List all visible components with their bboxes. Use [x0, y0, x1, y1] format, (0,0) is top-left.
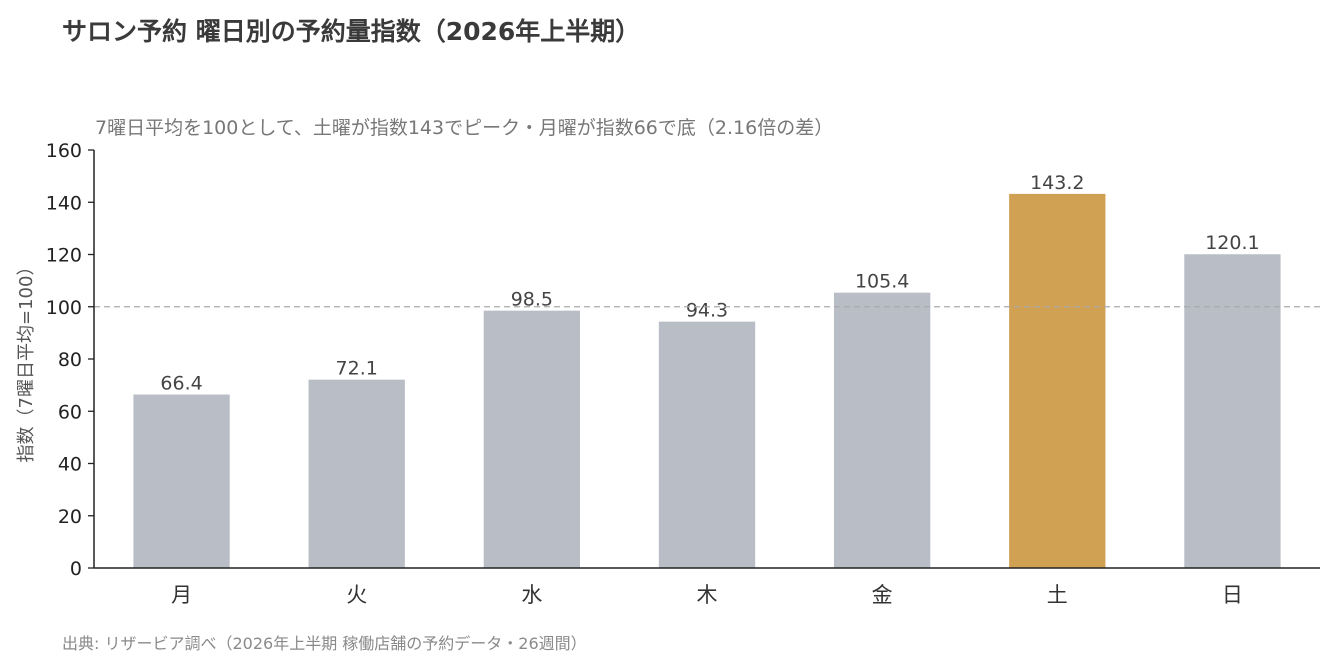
bar-2	[483, 310, 581, 568]
x-tick-label-2: 水	[521, 583, 542, 607]
bar-5	[1009, 193, 1106, 568]
x-tick-label-5: 土	[1047, 583, 1068, 607]
x-tick-label-3: 木	[697, 583, 718, 607]
y-tick-label-8: 160	[46, 140, 82, 162]
data-label-3: 94.3	[686, 300, 728, 322]
data-label-2: 98.5	[511, 289, 553, 311]
y-tick-label-6: 120	[46, 245, 82, 267]
x-tick-label-0: 月	[171, 583, 192, 607]
data-label-6: 120.1	[1205, 232, 1259, 254]
data-label-5: 143.2	[1030, 172, 1084, 194]
y-axis-label: 指数（7曜日平均=100）	[16, 258, 37, 463]
y-tick-label-3: 60	[58, 401, 82, 423]
y-tick-label-0: 0	[70, 558, 82, 580]
x-tick-label-1: 火	[346, 583, 367, 607]
data-label-4: 105.4	[855, 271, 909, 293]
y-tick-label-7: 140	[46, 192, 82, 214]
bar-0	[133, 394, 230, 568]
x-tick-label-6: 日	[1222, 583, 1243, 607]
data-label-0: 66.4	[160, 373, 202, 395]
x-tick-label-4: 金	[872, 583, 893, 607]
bar-4	[833, 292, 931, 568]
bar-6	[1184, 254, 1281, 568]
y-tick-label-4: 80	[58, 349, 82, 371]
data-label-1: 72.1	[336, 358, 378, 380]
y-tick-label-2: 40	[58, 454, 82, 476]
chart-title: サロン予約 曜日別の予約量指数（2026年上半期）	[62, 17, 641, 46]
bar-1	[308, 379, 405, 568]
source-note: 出典: リザービア調べ（2026年上半期 稼働店舗の予約データ・26週間）	[62, 634, 587, 653]
bar-3	[658, 321, 756, 568]
chart-subtitle: 7曜日平均を100として、土曜が指数143でピーク・月曜が指数66で底（2.16…	[95, 117, 834, 139]
y-tick-label-5: 100	[46, 297, 82, 319]
y-tick-label-1: 20	[58, 506, 82, 528]
